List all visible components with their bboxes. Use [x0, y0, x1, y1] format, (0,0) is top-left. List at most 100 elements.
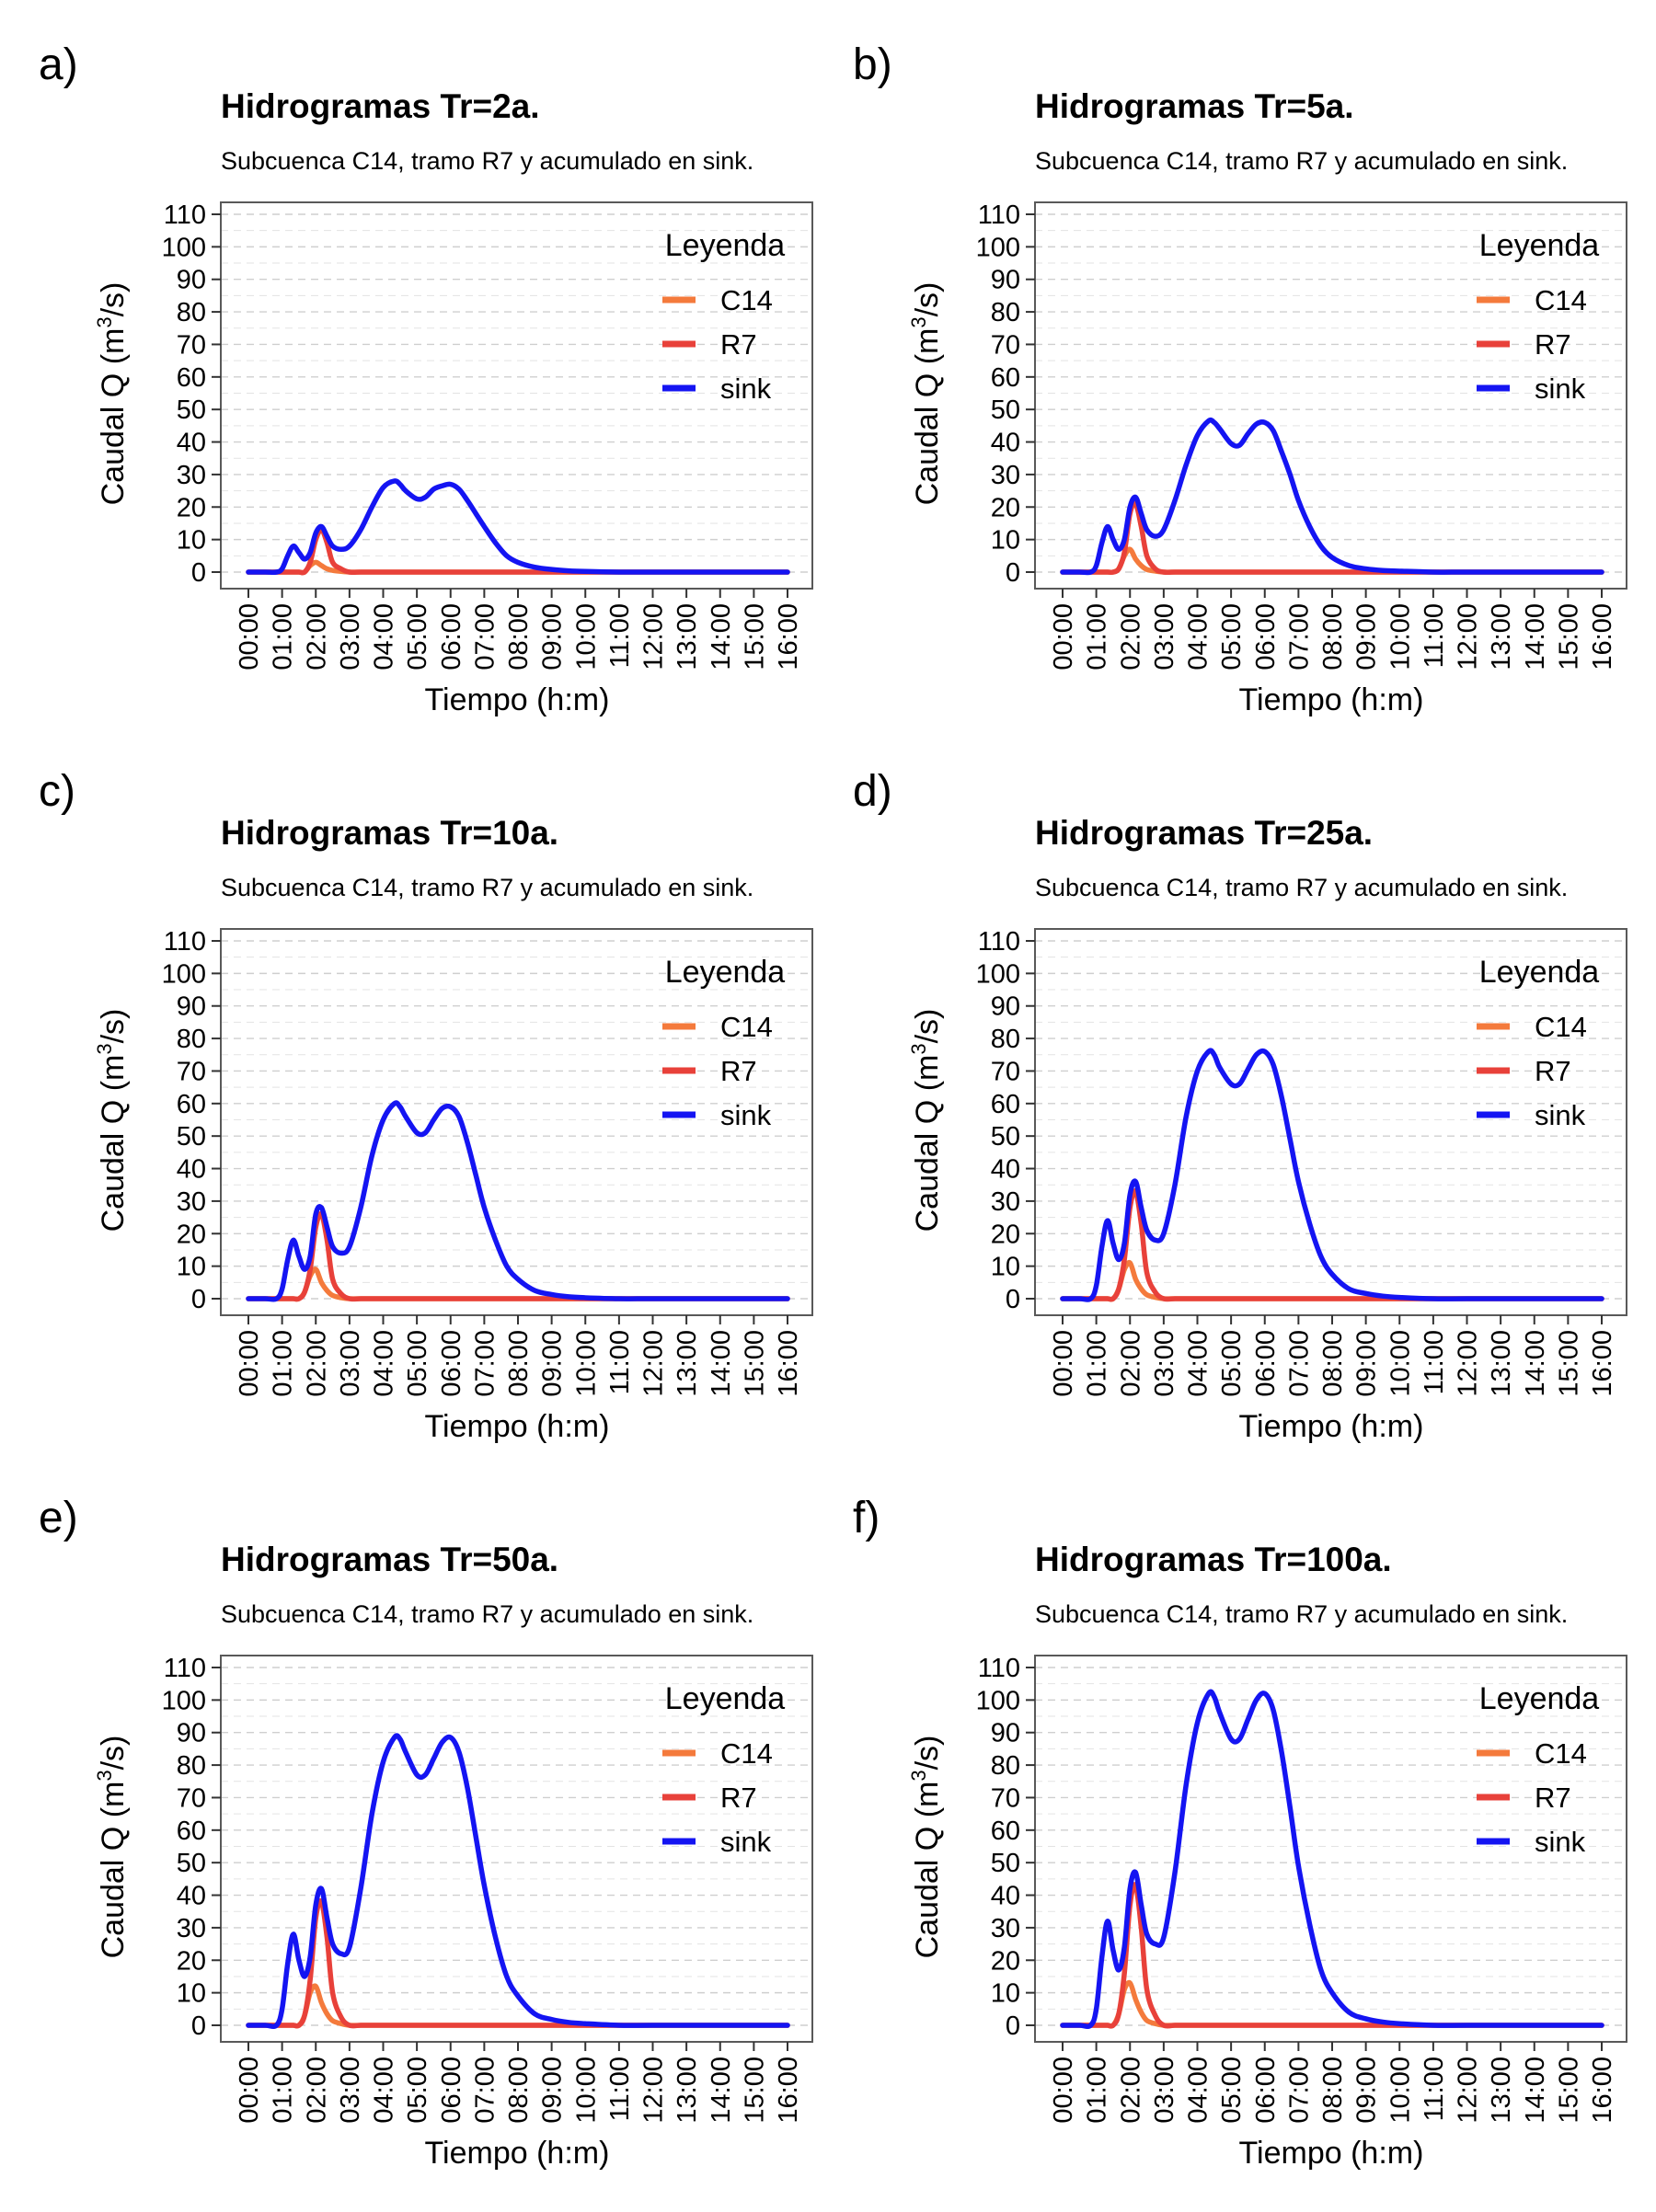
legend-title: Leyenda	[665, 228, 786, 263]
y-tick-label: 40	[991, 1882, 1020, 1911]
plot-border	[1034, 201, 1627, 590]
x-tick-label: 07:00	[470, 2057, 500, 2124]
x-tick-label: 05:00	[1217, 2057, 1247, 2124]
y-axis-title: Caudal Q (m3/s)	[907, 1736, 945, 1959]
x-tick-label: 03:00	[336, 1330, 365, 1397]
x-tick-label: 11:00	[1420, 2057, 1449, 2121]
plot-border	[220, 1655, 813, 2043]
y-tick-label: 70	[991, 1057, 1020, 1086]
legend-title: Leyenda	[665, 955, 786, 990]
y-tick-label: 110	[164, 1654, 206, 1683]
y-tick-label: 30	[177, 1914, 206, 1943]
x-tick-label: 06:00	[437, 1330, 466, 1397]
plot-area	[221, 202, 812, 589]
x-tick-label: 04:00	[1184, 2057, 1213, 2124]
x-tick-label: 02:00	[1116, 1330, 1145, 1397]
x-tick-label: 10:00	[1386, 2057, 1415, 2124]
y-tick-label: 70	[177, 1783, 206, 1813]
y-tick-label: 0	[191, 2011, 206, 2041]
chart-title: Hidrogramas Tr=50a.	[221, 1541, 558, 1578]
x-tick-label: 13:00	[673, 603, 702, 670]
legend-label-c14: C14	[1535, 284, 1587, 316]
y-axis-title: Caudal Q (m3/s)	[93, 282, 131, 506]
y-tick-label: 30	[991, 1914, 1020, 1943]
x-tick-label: 00:00	[235, 2057, 264, 2124]
series-line-sink	[246, 1733, 790, 2030]
y-tick-label: 50	[177, 395, 206, 425]
y-tick-label: 90	[177, 266, 206, 295]
chart-title: Hidrogramas Tr=100a.	[1035, 1541, 1392, 1578]
panel-label: a)	[39, 40, 78, 89]
y-tick-label: 50	[991, 1849, 1020, 1878]
y-tick-label: 60	[991, 363, 1020, 393]
x-tick-label: 04:00	[1184, 603, 1213, 670]
y-tick-label: 10	[177, 526, 206, 556]
x-tick-label: 00:00	[1049, 2057, 1078, 2124]
x-tick-label: 03:00	[1150, 1330, 1179, 1397]
y-axis-title: Caudal Q (m3/s)	[93, 1009, 131, 1232]
x-tick-label: 06:00	[1251, 603, 1281, 670]
y-tick-label: 70	[177, 1057, 206, 1086]
x-tick-label: 13:00	[1487, 603, 1516, 670]
y-tick-label: 70	[177, 330, 206, 360]
legend: Leyenda C14 R7 sink	[1477, 955, 1599, 1131]
x-tick-label: 00:00	[1049, 603, 1078, 670]
x-tick-label: 16:00	[1588, 2057, 1617, 2124]
x-tick-label: 12:00	[1454, 1330, 1483, 1397]
y-tick-label: 90	[991, 266, 1020, 295]
series-line-sink	[1060, 1048, 1604, 1302]
x-tick-label: 11:00	[1420, 603, 1449, 668]
legend-title: Leyenda	[1479, 228, 1600, 263]
y-tick-label: 90	[991, 992, 1020, 1022]
legend-label-c14: C14	[720, 1011, 773, 1043]
y-tick-label: 80	[991, 1025, 1020, 1054]
x-axis-title: Tiempo (h:m)	[1239, 2136, 1424, 2171]
y-tick-label: 0	[1006, 558, 1020, 588]
y-tick-label: 30	[177, 1187, 206, 1217]
x-tick-label: 08:00	[504, 1330, 534, 1397]
x-tick-label: 05:00	[1217, 603, 1247, 670]
x-tick-label: 09:00	[538, 603, 568, 670]
y-tick-label: 10	[177, 1253, 206, 1282]
x-tick-label: 01:00	[1083, 2057, 1112, 2124]
x-tick-label: 11:00	[1420, 1330, 1449, 1394]
chart-subtitle: Subcuenca C14, tramo R7 y acumulado en s…	[1035, 874, 1568, 901]
y-tick-label: 50	[177, 1122, 206, 1152]
y-tick-label: 30	[177, 461, 206, 490]
x-tick-label: 09:00	[538, 2057, 568, 2124]
x-tick-label: 02:00	[302, 2057, 331, 2124]
series-line-sink	[1060, 417, 1604, 576]
y-tick-label: 100	[976, 1686, 1020, 1715]
legend-label-r7: R7	[1535, 1055, 1571, 1087]
legend-label-sink: sink	[720, 1826, 772, 1858]
x-tick-label: 10:00	[571, 1330, 601, 1397]
y-tick-label: 30	[991, 1187, 1020, 1217]
y-tick-label: 60	[177, 1090, 206, 1119]
x-tick-label: 07:00	[1284, 603, 1314, 670]
y-tick-label: 90	[177, 992, 206, 1022]
x-tick-label: 00:00	[1049, 1330, 1078, 1397]
y-tick-label: 20	[177, 1220, 206, 1249]
legend: Leyenda C14 R7 sink	[662, 228, 785, 405]
x-axis-title: Tiempo (h:m)	[425, 2136, 610, 2171]
chart-subtitle: Subcuenca C14, tramo R7 y acumulado en s…	[1035, 1600, 1568, 1628]
x-tick-label: 08:00	[1318, 603, 1348, 670]
x-tick-label: 05:00	[1217, 1330, 1247, 1397]
y-axis-title: Caudal Q (m3/s)	[93, 1736, 131, 1959]
y-tick-label: 100	[162, 233, 206, 262]
legend-label-r7: R7	[1535, 328, 1571, 361]
x-tick-label: 04:00	[1184, 1330, 1213, 1397]
y-tick-label: 100	[162, 959, 206, 989]
y-tick-label: 110	[164, 927, 206, 957]
y-tick-label: 20	[991, 1946, 1020, 1976]
y-axis-title: Caudal Q (m3/s)	[907, 1009, 945, 1232]
series-line-sink	[1060, 1689, 1604, 2030]
x-tick-label: 14:00	[707, 603, 736, 670]
y-tick-label: 100	[976, 959, 1020, 989]
chart-title: Hidrogramas Tr=10a.	[221, 814, 558, 852]
y-tick-label: 100	[976, 233, 1020, 262]
series-line-sink	[246, 478, 790, 576]
plot-area	[221, 929, 812, 1315]
